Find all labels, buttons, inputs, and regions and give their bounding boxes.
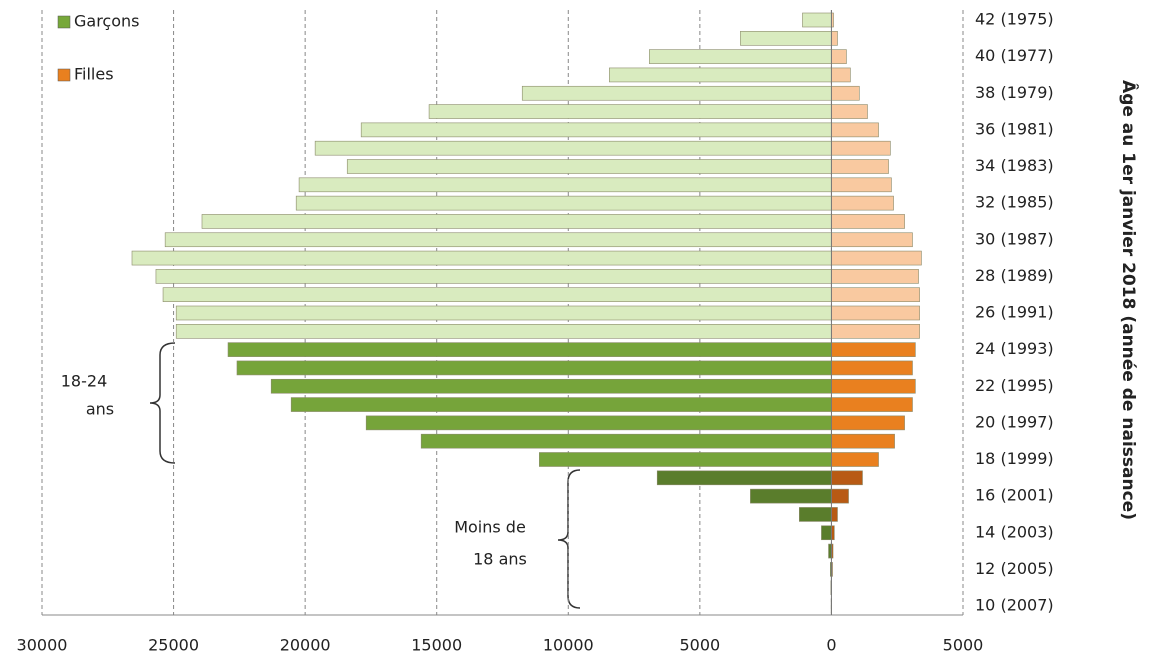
annotation: 18 ans	[473, 550, 527, 569]
legend-marker	[57, 68, 71, 82]
bar	[346, 159, 832, 174]
bar	[831, 397, 913, 412]
y-tick-label: 24 (1993)	[975, 339, 1054, 358]
x-tick-label: 5000	[943, 636, 984, 655]
bar	[314, 140, 832, 156]
y-tick-label: 42 (1975)	[975, 10, 1054, 29]
bar	[831, 433, 895, 449]
x-tick-label: 20000	[280, 636, 331, 655]
bar	[420, 433, 832, 449]
bar	[365, 415, 832, 431]
y-tick-label: 18 (1999)	[975, 449, 1054, 468]
y-tick-label: 32 (1985)	[975, 193, 1054, 212]
bar	[740, 31, 832, 46]
bar	[831, 214, 905, 229]
bar	[227, 342, 832, 357]
bar	[831, 470, 863, 486]
bar	[609, 67, 832, 83]
bracket	[557, 469, 581, 609]
y-tick-label: 14 (2003)	[975, 522, 1054, 541]
bar	[270, 378, 832, 394]
bar	[360, 122, 832, 138]
bar	[521, 85, 832, 101]
bar	[831, 85, 860, 101]
bar	[831, 195, 894, 211]
annotation: ans	[86, 400, 114, 419]
y-tick-label: 28 (1989)	[975, 266, 1054, 285]
annotation: Moins de	[454, 518, 526, 537]
bar	[831, 415, 905, 431]
x-tick-label: 25000	[148, 636, 199, 655]
y-tick-label: 26 (1991)	[975, 303, 1054, 322]
x-tick-label: 15000	[411, 636, 462, 655]
legend-label: Garçons	[74, 12, 140, 31]
bar	[831, 324, 920, 339]
bar	[821, 525, 832, 541]
bar	[831, 360, 913, 376]
bar	[164, 232, 832, 248]
bar	[831, 507, 838, 522]
bar	[539, 452, 832, 467]
bar	[175, 305, 832, 321]
bar	[428, 104, 832, 119]
y-tick-label: 22 (1995)	[975, 376, 1054, 395]
y-tick-label: 12 (2005)	[975, 559, 1054, 578]
legend-marker	[57, 15, 71, 29]
bar	[236, 360, 832, 376]
bracket	[149, 342, 176, 464]
bar	[162, 287, 832, 302]
legend-label: Filles	[74, 65, 114, 84]
x-tick-label: 10000	[543, 636, 594, 655]
bar	[799, 507, 832, 522]
bar	[201, 214, 832, 229]
bar	[831, 67, 851, 83]
bar	[656, 470, 832, 486]
y-tick-label: 36 (1981)	[975, 119, 1054, 138]
x-tick-label: 30000	[17, 636, 68, 655]
bar	[802, 12, 832, 28]
bar	[175, 324, 832, 339]
y-tick-label: 34 (1983)	[975, 156, 1054, 175]
bar	[131, 250, 832, 266]
bar	[831, 140, 891, 156]
x-tick-label: 5000	[679, 636, 720, 655]
bar	[831, 49, 847, 64]
bar	[831, 305, 920, 321]
y-tick-label: 38 (1979)	[975, 83, 1054, 102]
bar	[290, 397, 832, 412]
x-tick-label: 0	[826, 636, 836, 655]
bar	[831, 378, 916, 394]
y-tick-label: 30 (1987)	[975, 229, 1054, 248]
bar	[831, 488, 849, 504]
bar	[831, 232, 913, 248]
y-tick-label: 16 (2001)	[975, 486, 1054, 505]
bar	[750, 488, 832, 504]
bar	[295, 195, 832, 211]
y-tick-label: 10 (2007)	[975, 596, 1054, 615]
bar	[298, 177, 832, 193]
bar	[831, 269, 919, 284]
annotation: 18-24	[61, 372, 108, 391]
bar	[155, 269, 832, 284]
bar	[831, 250, 922, 266]
bar	[831, 452, 879, 467]
bar	[831, 342, 916, 357]
bar	[831, 122, 879, 138]
y-tick-label: 20 (1997)	[975, 412, 1054, 431]
y-tick-label: 40 (1977)	[975, 46, 1054, 65]
bar	[831, 31, 838, 46]
bar	[649, 49, 832, 64]
bar	[831, 159, 889, 174]
y-axis-title: Âge au 1er janvier 2018 (année de naissa…	[1118, 80, 1140, 520]
bar	[831, 177, 892, 193]
bar	[831, 287, 920, 302]
bar	[831, 104, 868, 119]
